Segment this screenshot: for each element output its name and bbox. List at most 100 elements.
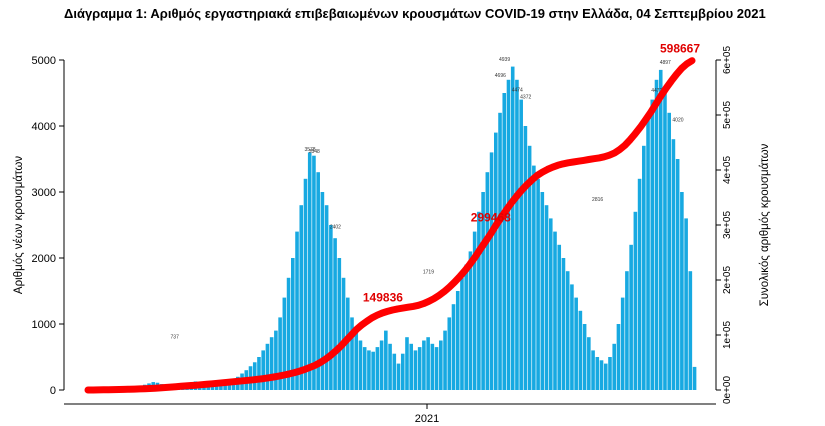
bar — [430, 343, 435, 390]
bar — [557, 244, 562, 390]
bar — [612, 343, 617, 390]
y2-tick-label: 1e+05 — [722, 321, 733, 350]
y2-tick-label: 6e+05 — [722, 46, 733, 75]
bar — [553, 231, 557, 390]
bar — [261, 350, 265, 390]
bar — [227, 382, 232, 390]
bar — [671, 139, 676, 390]
y2-tick-label: 2e+05 — [722, 266, 733, 295]
bar — [663, 86, 667, 391]
y-axis-label: Αριθμός νέων κρουσμάτων — [13, 156, 25, 294]
bar — [620, 297, 625, 390]
bar — [675, 159, 680, 390]
bar — [536, 178, 540, 390]
y-tick-label: 4000 — [32, 121, 56, 133]
bar-value-label: 4472 — [651, 88, 662, 94]
bar — [329, 225, 333, 390]
bar — [286, 277, 291, 390]
bar-value-label: 2402 — [330, 224, 341, 230]
bar — [269, 337, 274, 390]
bar-value-label: 3578 — [304, 147, 315, 153]
bar — [362, 347, 367, 390]
bar — [616, 324, 621, 390]
bar — [316, 172, 320, 390]
bar — [637, 178, 642, 390]
bar — [384, 330, 388, 390]
bar — [291, 258, 295, 390]
bar — [367, 350, 371, 390]
bar — [379, 340, 384, 390]
bar-value-label: 2816 — [592, 197, 603, 203]
bar — [278, 317, 282, 390]
left-y-axis: 0 1000 2000 3000 4000 5000 — [32, 55, 65, 397]
bar — [684, 218, 688, 390]
bar-value-label: 4696 — [495, 73, 506, 79]
cumulative-line — [84, 57, 696, 394]
cumulative-annotation: 598667 — [660, 42, 700, 56]
y-tick-label: 3000 — [32, 187, 56, 199]
bar — [540, 192, 545, 390]
bar — [633, 211, 638, 390]
bar — [447, 317, 452, 390]
bar — [574, 297, 578, 390]
bar — [527, 145, 532, 390]
bar — [354, 330, 359, 390]
cumulative-annotation: 299468 — [471, 210, 511, 224]
y-tick-label: 2000 — [32, 253, 56, 265]
bar — [451, 304, 456, 390]
bar — [658, 69, 663, 391]
bar — [494, 132, 498, 390]
bar — [532, 165, 536, 390]
bar — [477, 211, 481, 390]
cumulative-annotations: 149836 299468 598667 — [363, 42, 700, 305]
bar — [608, 357, 612, 390]
right-y-axis: 0e+00 1e+05 2e+05 3e+05 4e+05 5e+05 6e+05 — [715, 46, 733, 405]
bar — [417, 347, 422, 390]
bar — [654, 79, 659, 391]
bar — [688, 271, 693, 390]
y2-axis-label: Συνολικός αριθμός κρουσμάτων — [759, 143, 771, 306]
bar — [599, 360, 604, 390]
y-tick-label: 0 — [50, 385, 56, 397]
bar — [426, 337, 430, 390]
bar — [472, 231, 477, 390]
bar — [312, 155, 316, 390]
bar — [422, 340, 426, 390]
bar — [396, 363, 401, 390]
bar-value-label: 3548 — [309, 149, 320, 155]
bar — [625, 271, 629, 390]
bar — [595, 357, 600, 390]
bar — [468, 251, 473, 390]
y2-tick-label: 0e+00 — [722, 376, 733, 405]
bar-value-label: 737 — [171, 334, 180, 340]
bar — [265, 343, 270, 390]
bar — [548, 218, 553, 390]
bar — [570, 284, 574, 390]
bar — [333, 238, 337, 390]
bar — [667, 112, 671, 391]
bar — [481, 192, 485, 390]
bar — [299, 205, 304, 390]
bar-value-label: 4020 — [672, 118, 683, 124]
bar — [561, 258, 566, 390]
y2-tick-label: 3e+05 — [722, 211, 733, 240]
bar — [523, 126, 528, 390]
cumulative-cases-line — [84, 57, 696, 394]
bar — [443, 330, 447, 390]
chart-title: Διάγραμμα 1: Αριθμός εργαστηριακά επιβεβ… — [64, 6, 766, 21]
cumulative-annotation: 149836 — [363, 291, 403, 305]
bar — [519, 99, 523, 390]
bar — [582, 324, 587, 390]
bar — [350, 317, 354, 390]
bar-value-label: 4474 — [512, 88, 523, 94]
bar-value-label: 1719 — [423, 270, 434, 276]
bar — [375, 347, 380, 390]
bar — [578, 310, 583, 390]
bar-value-label: 4897 — [660, 60, 671, 66]
bar — [388, 343, 392, 390]
bar — [460, 277, 464, 390]
bar — [565, 271, 570, 390]
bar — [680, 192, 684, 390]
bar — [341, 277, 346, 390]
